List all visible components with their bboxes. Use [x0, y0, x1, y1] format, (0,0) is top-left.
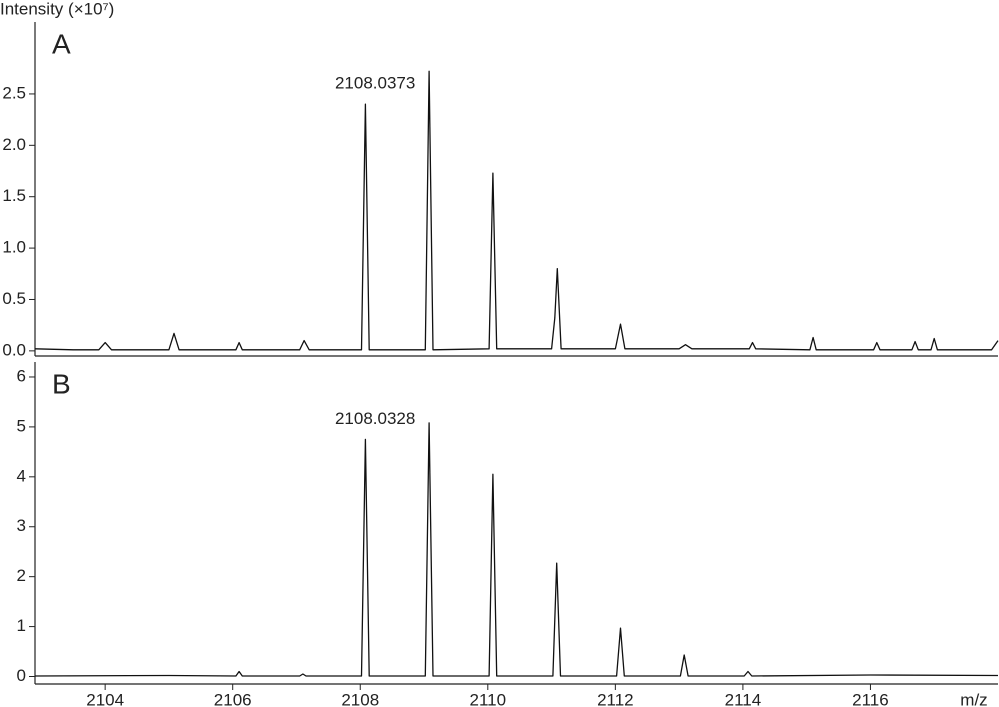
x-axis-title: m/z: [960, 690, 987, 707]
y-tick-label: 3: [17, 516, 26, 535]
peak-annotation: 2108.0328: [335, 409, 415, 428]
y-tick-label: 4: [17, 466, 26, 485]
panel-letter: A: [52, 28, 71, 59]
y-tick-label: 2.0: [2, 135, 26, 154]
y-tick-label: 2: [17, 566, 26, 585]
x-tick-label: 2114: [725, 690, 762, 707]
y-tick-label: 1: [17, 616, 26, 635]
spectrum-line: [34, 70, 999, 351]
x-tick-label: 2116: [852, 690, 889, 707]
y-axis-title: Intensity (×10⁷): [0, 0, 114, 18]
x-tick-label: 2110: [470, 690, 507, 707]
y-tick-label: 0: [17, 666, 26, 685]
peak-annotation: 2108.0373: [335, 74, 415, 93]
y-tick-label: 1.5: [2, 186, 26, 205]
y-tick-label: 0.5: [2, 289, 26, 308]
x-tick-label: 2106: [214, 690, 252, 707]
x-tick-label: 2104: [86, 690, 124, 707]
y-tick-label: 1.0: [2, 238, 26, 257]
x-tick-label: 2112: [597, 690, 634, 707]
spectrum-line: [34, 422, 999, 677]
y-tick-label: 0.0: [2, 340, 26, 359]
x-tick-label: 2108: [341, 690, 379, 707]
y-tick-label: 2.5: [2, 83, 26, 102]
y-tick-label: 6: [17, 366, 26, 385]
y-tick-label: 5: [17, 416, 26, 435]
panel-letter: B: [52, 368, 71, 399]
